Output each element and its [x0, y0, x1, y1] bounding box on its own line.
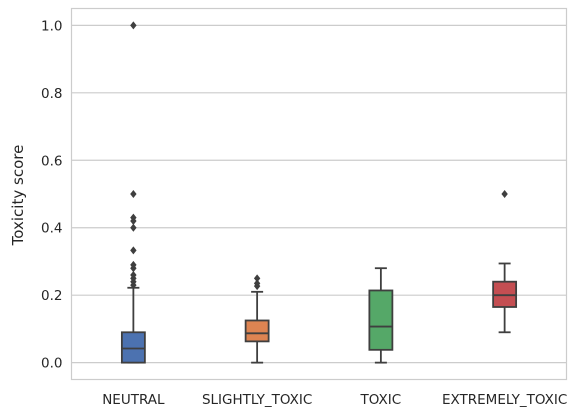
box-iqr: [120, 331, 146, 364]
y-tick-label: 1.0: [41, 18, 62, 34]
outlier-point: [501, 190, 508, 198]
box-group: [120, 21, 146, 364]
box-iqr: [368, 289, 394, 351]
box-iqr: [244, 319, 270, 343]
outlier-point: [253, 279, 261, 288]
outlier-point: [130, 223, 137, 232]
x-tick-labels: NEUTRAL SLIGHTLY_TOXIC TOXIC EXTREMELY_TOXI…: [102, 392, 567, 408]
y-axis-label: Toxicity score: [9, 145, 27, 247]
y-tick-label: 0.6: [41, 153, 62, 169]
y-tick-label: 0.2: [41, 288, 62, 304]
y-tick-label: 0.8: [41, 86, 62, 102]
box-group: [368, 267, 394, 364]
boxes-layer: [120, 21, 518, 364]
outlier-point: [130, 21, 137, 30]
outlier-point: [130, 190, 137, 198]
outlier-point: [130, 246, 137, 255]
x-tick-label: TOXIC: [360, 392, 402, 408]
outlier-point: [253, 274, 261, 283]
outlier-point: [130, 260, 137, 269]
x-tick-label: NEUTRAL: [102, 392, 165, 408]
y-tick-labels: 0.0 0.2 0.4 0.6 0.8 1.0: [41, 18, 62, 371]
y-tick-label: 0.4: [41, 221, 62, 237]
plot-area-frame: [70, 7, 568, 381]
x-tick-label: SLIGHTLY_TOXIC: [202, 392, 312, 408]
x-tick-label: EXTREMELY_TOXIC: [442, 392, 567, 408]
outlier-point: [130, 270, 137, 279]
outlier-point: [130, 213, 137, 222]
box-group: [244, 274, 270, 364]
box-group: [492, 190, 518, 334]
grid-lines: [71, 24, 567, 364]
y-tick-label: 0.0: [41, 356, 62, 372]
